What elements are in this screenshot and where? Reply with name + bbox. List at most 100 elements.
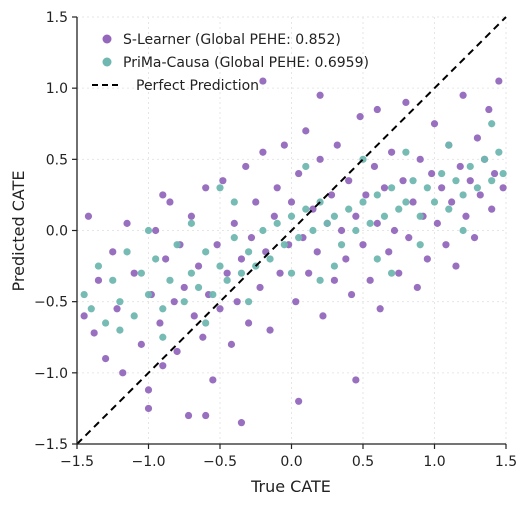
s-learner-point [448,198,456,206]
s-learner-point [213,241,221,249]
prima-causa-point [423,184,431,192]
prima-causa-point [152,255,160,263]
prima-causa-point [402,148,410,156]
x-tick-label: 0.5 [352,454,374,470]
prima-causa-point [488,120,496,128]
prima-causa-point [187,269,195,277]
s-learner-point [202,411,210,420]
s-learner-point [130,269,138,277]
prima-causa-point [280,241,288,249]
prima-causa-point [430,198,439,206]
s-learner-point [433,219,441,227]
x-tick-label: −0.5 [203,454,237,470]
prima-causa-point [137,269,145,277]
s-learner-point [270,212,278,220]
prima-causa-point [94,262,103,270]
prima-causa-point [402,198,410,206]
prima-causa-point [316,276,324,284]
prima-causa-point [499,169,507,178]
prima-causa-point [237,269,246,277]
y-tick-label: 0.5 [46,152,68,168]
prima-causa-series [80,120,507,341]
s-learner-point [292,298,300,306]
s-learner-point [488,205,496,213]
prima-causa-point [216,184,224,192]
prima-causa-point [223,276,231,284]
prima-causa-point [352,226,360,235]
prima-causa-point [337,241,346,249]
prima-causa-point [273,219,281,227]
prima-causa-point [373,191,381,199]
s-learner-point [316,155,324,163]
prima-causa-point [452,177,460,185]
s-learner-point [190,312,198,320]
s-learner-point [273,184,281,192]
s-learner-point [409,198,417,206]
s-learner-point [327,191,336,199]
s-learner-point [316,91,324,99]
prima-causa-point [102,319,110,327]
s-learner-point [295,169,303,178]
legend-label-prima: PriMa-Causa (Global PEHE: 0.6959) [123,55,369,71]
y-tick-label: −1.5 [34,437,68,453]
prima-causa-point [80,290,88,299]
s-learner-point [266,326,274,334]
s-learner-point [144,404,153,413]
prima-causa-point [309,226,317,235]
s-learner-point [84,212,93,220]
prima-causa-point [259,226,267,235]
s-learner-point [184,411,193,420]
s-learner-point [333,141,341,149]
prima-causa-point [245,298,253,306]
s-learner-point [330,276,338,284]
prima-causa-point [323,219,331,227]
s-learner-point [162,255,170,263]
prima-causa-point [495,148,503,156]
s-learner-point [442,241,450,249]
s-learner-point [187,212,195,220]
s-learner-point [223,269,231,277]
s-learner-point [370,162,379,171]
s-learner-point [473,134,481,142]
prima-causa-point [180,298,188,306]
prima-causa-point [345,205,353,213]
s-learner-point [337,226,346,235]
s-learner-point [137,340,145,348]
s-learner-point [259,148,267,156]
prima-causa-point [230,198,238,206]
s-learner-point [170,298,178,306]
prima-causa-point [266,255,274,263]
prima-causa-point [116,326,124,334]
s-learner-point [159,362,167,370]
prima-causa-point [144,226,153,235]
s-learner-point [173,347,181,356]
s-learner-point [102,355,110,363]
s-learner-point [216,305,224,313]
s-learner-point [399,177,407,185]
s-learner-point [405,234,413,242]
prima-causa-point [130,312,138,320]
s-learner-point [388,148,396,156]
s-learner-point [109,248,117,256]
s-learner-point [359,241,367,249]
y-tick-label: 1.0 [46,81,68,97]
prima-causa-point [194,283,203,292]
s-learner-point [119,369,127,377]
prima-causa-point [302,162,310,171]
s-learner-point [356,113,364,121]
s-learner-point [259,77,267,85]
legend-marker-prima [102,57,112,67]
s-learner-point [456,162,464,171]
s-learner-point [90,329,98,337]
s-learner-point [237,419,246,427]
prima-causa-point [388,269,396,277]
prima-causa-point [295,234,303,242]
y-tick-label: 1.5 [46,10,68,26]
prima-causa-point [216,262,224,270]
s-learner-point [385,248,393,256]
prima-causa-point [445,205,453,213]
s-learner-point [476,191,484,199]
axes [72,16,507,449]
prima-causa-point [416,212,424,220]
y-tick-label: −1.0 [34,366,68,382]
